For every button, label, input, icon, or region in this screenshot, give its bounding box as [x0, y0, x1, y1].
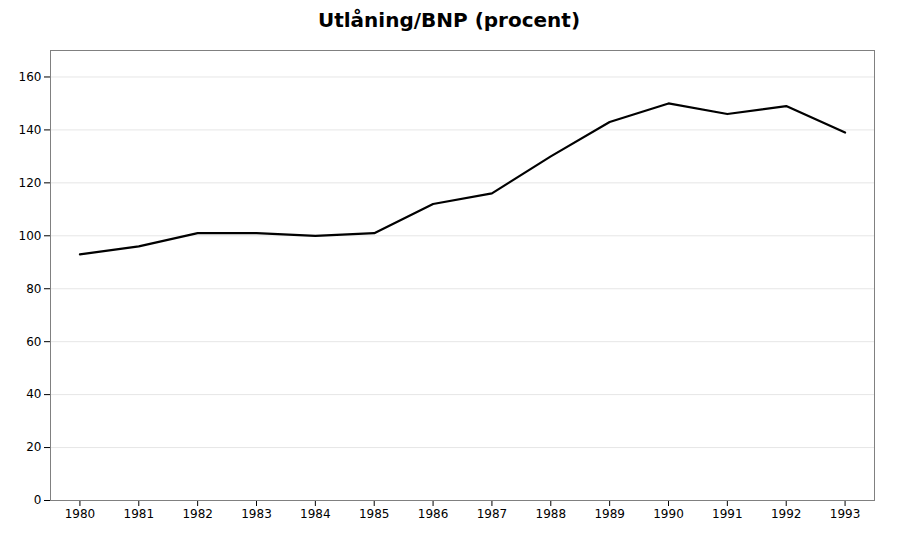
- svg-text:1989: 1989: [594, 507, 625, 521]
- svg-text:1984: 1984: [300, 507, 331, 521]
- svg-text:1990: 1990: [653, 507, 684, 521]
- svg-text:100: 100: [19, 229, 42, 243]
- html-text:Utlåning/BNP (procent): Utlåning/BNP (procent): [317, 8, 581, 32]
- svg-text:1993: 1993: [830, 507, 861, 521]
- svg-text:1983: 1983: [241, 507, 272, 521]
- svg-text:140: 140: [19, 123, 42, 137]
- svg-text:40: 40: [26, 387, 41, 401]
- svg-text:1992: 1992: [771, 507, 802, 521]
- svg-text:1987: 1987: [477, 507, 508, 521]
- svg-text:1982: 1982: [182, 507, 213, 521]
- svg-text:120: 120: [19, 176, 42, 190]
- svg-text:1981: 1981: [124, 507, 155, 521]
- svg-text:1980: 1980: [65, 507, 96, 521]
- svg-text:1988: 1988: [536, 507, 567, 521]
- svg-text:1986: 1986: [418, 507, 449, 521]
- svg-text:160: 160: [19, 70, 42, 84]
- svg-text:0: 0: [34, 493, 42, 507]
- svg-text:1985: 1985: [359, 507, 390, 521]
- svg-text:1991: 1991: [712, 507, 743, 521]
- svg-text:80: 80: [26, 282, 41, 296]
- svg-text:20: 20: [26, 440, 41, 454]
- svg-text:60: 60: [26, 335, 41, 349]
